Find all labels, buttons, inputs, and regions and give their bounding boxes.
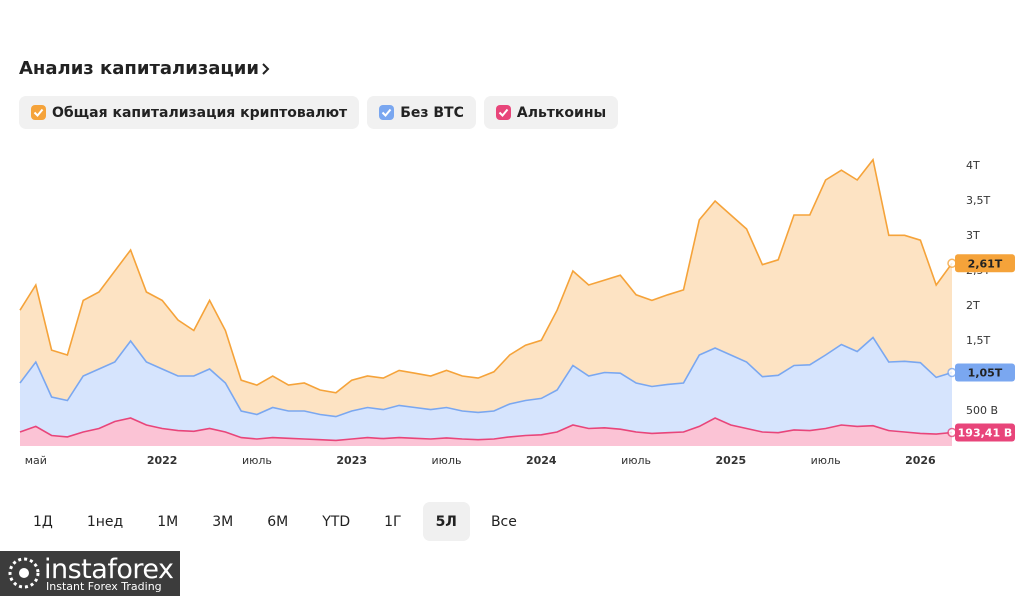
y-tick-label: 1,5T (966, 334, 990, 347)
period-button[interactable]: 1Г (384, 513, 402, 530)
period-button[interactable]: Все (490, 513, 517, 530)
check-icon (381, 108, 392, 117)
last-point (947, 258, 957, 269)
title-chevron (262, 63, 270, 75)
value-label: 2,61T (968, 257, 1003, 270)
x-tick-label: июль (242, 454, 272, 467)
check-icon (33, 108, 44, 117)
watermark: instaforex Instant Forex Trading (0, 551, 180, 596)
value-badge (955, 254, 1015, 273)
legend-checkbox[interactable] (379, 105, 395, 120)
period-button[interactable]: 1Д (33, 513, 53, 530)
period-selector: 1Д 1нед 1М 3М 6М YTD 1Г 5Л Все (20, 502, 538, 541)
x-tick-label: 2022 (147, 454, 178, 467)
x-tick-label: июль (621, 454, 651, 467)
period-button[interactable]: 1М (157, 513, 179, 530)
legend-label: Альткоины (516, 104, 607, 121)
watermark-tagline: Instant Forex Trading (46, 580, 162, 593)
legend-label: Общая капитализация криптовалют (52, 104, 348, 121)
y-tick-label: 3T (966, 229, 980, 242)
legend-label: Без BTC (400, 104, 464, 121)
series-line (19, 336, 953, 418)
value-badge (955, 363, 1015, 382)
y-tick-label: 4T (966, 159, 980, 172)
x-tick-label: июль (432, 454, 462, 467)
legend: Общая капитализация криптовалют Без BTC Ал… (19, 96, 619, 129)
legend-item[interactable]: Без BTC (367, 96, 476, 129)
y-tick-label: 2T (966, 299, 980, 312)
period-button[interactable]: 6М (267, 513, 289, 530)
x-tick-label: май (25, 454, 47, 467)
series-line (19, 417, 953, 442)
x-tick-label: 2024 (526, 454, 557, 467)
y-tick-label: 3,5T (966, 194, 990, 207)
last-point (947, 367, 957, 378)
x-tick-label: 2026 (905, 454, 936, 467)
series-line (19, 157, 953, 394)
x-tick-label: 2025 (716, 454, 747, 467)
value-badge (955, 423, 1015, 442)
watermark-logo (8, 557, 40, 589)
value-label: 1,05T (968, 367, 1003, 380)
watermark-brand: instaforex (44, 554, 174, 585)
x-tick-label: июль (811, 454, 841, 467)
chart: Анализ капитализации 500 B1,5T2T2,5T3T3,… (19, 58, 1015, 467)
legend-item[interactable]: Общая капитализация криптовалют (19, 96, 360, 129)
period-button[interactable]: YTD (322, 513, 351, 530)
x-tick-label: 2023 (336, 454, 367, 467)
legend-checkbox[interactable] (31, 105, 46, 120)
last-point (947, 427, 957, 438)
period-button[interactable]: 1нед (86, 513, 124, 530)
plot-area: 500 B1,5T2T2,5T3T3,5T4Tмай2022июль2023ию… (19, 157, 1015, 467)
legend-item[interactable]: Альткоины (483, 96, 619, 129)
period-button[interactable]: 5Л (422, 502, 470, 541)
y-tick-label: 500 B (966, 404, 998, 417)
period-button[interactable]: 3М (212, 513, 234, 530)
value-label: 193,41 B (958, 426, 1013, 439)
chart-title[interactable]: Анализ капитализации (19, 58, 259, 79)
legend-checkbox[interactable] (495, 105, 511, 120)
check-icon (498, 108, 509, 117)
